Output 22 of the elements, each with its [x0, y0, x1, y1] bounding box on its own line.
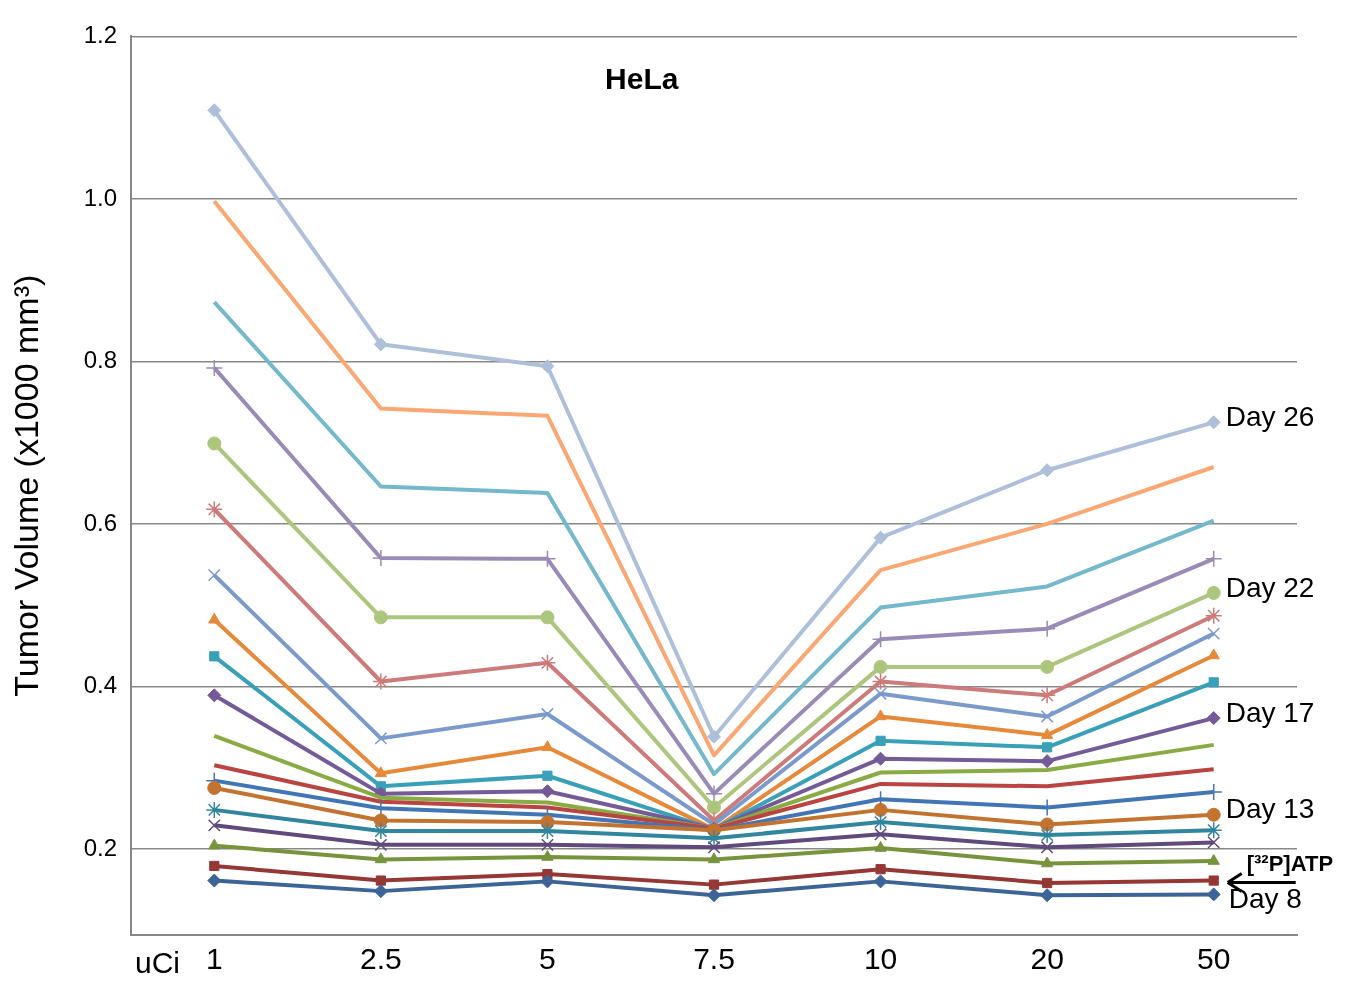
x-tick-label: 7.5	[693, 942, 735, 976]
text: HeLa	[605, 61, 679, 95]
annotation: Day 8	[1228, 883, 1302, 915]
x-tick-label: 1	[205, 942, 223, 976]
y-axis-title: Tumor Volume (x1000 mm³)	[6, 274, 45, 697]
y-tick-label: 0.6	[83, 508, 117, 536]
x-tick-label: 5	[539, 942, 556, 976]
annotation: Day 26	[1225, 401, 1315, 433]
y-tick-label: 0.8	[83, 346, 117, 374]
annotation: Day 13	[1225, 793, 1315, 825]
annotation: Day 17	[1225, 696, 1315, 728]
x-tick-label: 2.5	[360, 942, 402, 976]
x-axis-title: uCi	[135, 946, 181, 980]
x-tick-label: 10	[863, 942, 898, 976]
annotation: Day 22	[1225, 571, 1315, 603]
x-tick-label: 20	[1030, 942, 1064, 976]
y-tick-label: 0.2	[83, 833, 117, 861]
y-tick-label: 1.2	[83, 21, 117, 49]
x-tick-label: 50	[1197, 942, 1231, 976]
y-tick-label: 0.4	[83, 671, 117, 699]
y-tick-label: 1.0	[83, 183, 117, 211]
annotation: [³²P]ATP	[1246, 850, 1334, 876]
